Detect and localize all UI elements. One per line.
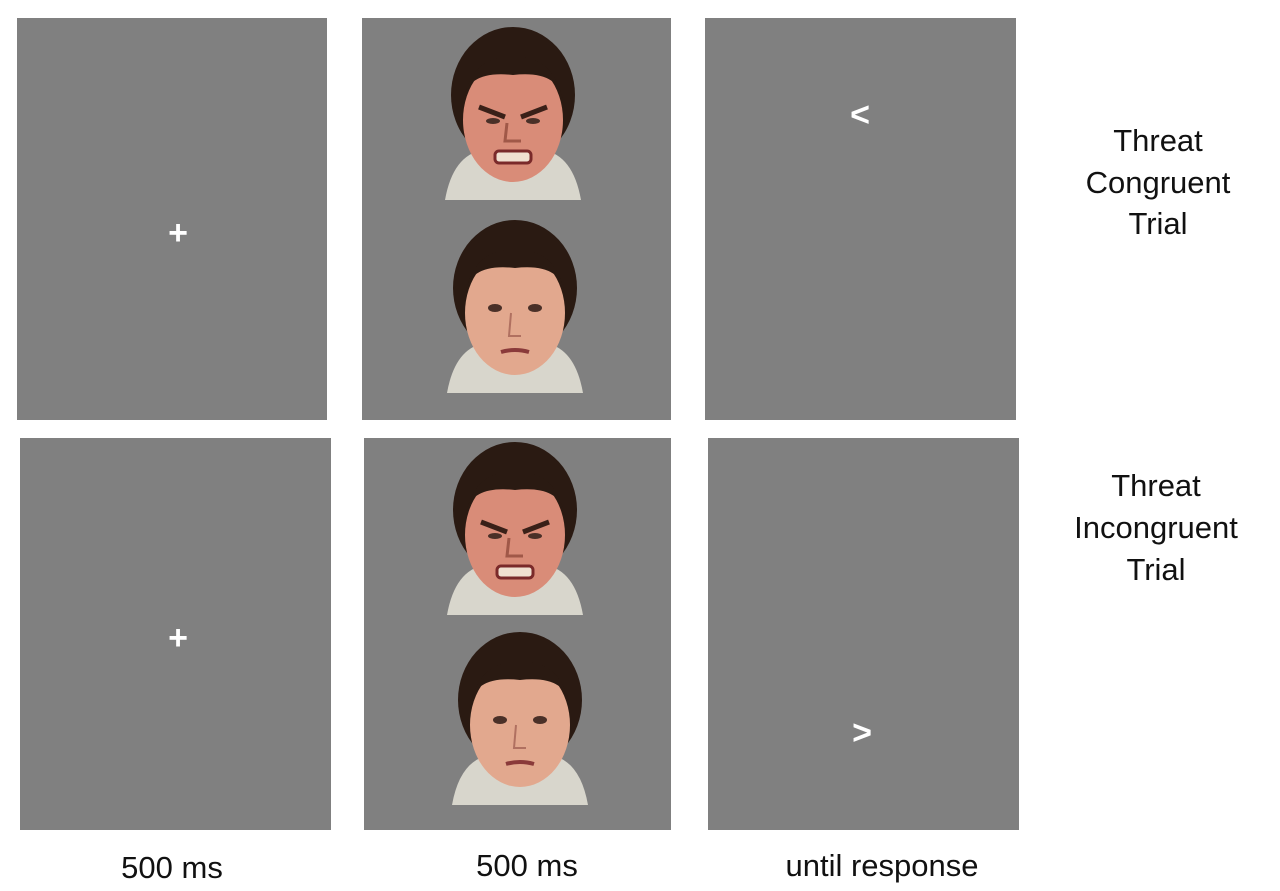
row-congruent: + < Threat Congruent Trial	[17, 18, 1231, 420]
angry-face	[447, 442, 583, 615]
trial-label: Trial	[1126, 552, 1185, 587]
probe-screen	[708, 438, 1019, 830]
probe: >	[852, 714, 872, 752]
trial-label: Threat	[1113, 123, 1203, 158]
neutral-face	[450, 630, 590, 807]
trial-label: Trial	[1128, 206, 1187, 241]
angry-face	[445, 27, 581, 200]
probe: <	[850, 96, 870, 134]
timing-label: 500 ms	[476, 848, 578, 883]
fixation-cross: +	[168, 619, 188, 657]
fixation-screen	[17, 18, 327, 420]
probe-screen	[705, 18, 1016, 420]
fixation-screen	[20, 438, 331, 830]
fixation-cross: +	[168, 214, 188, 252]
trial-label: Threat	[1111, 468, 1201, 503]
timing-label: until response	[785, 848, 978, 883]
neutral-face	[445, 218, 585, 395]
timing-label: 500 ms	[121, 850, 223, 885]
trial-label: Incongruent	[1074, 510, 1238, 545]
trial-label: Congruent	[1086, 165, 1231, 200]
row-incongruent: + > Threat Incongruent Trial	[20, 438, 1238, 830]
